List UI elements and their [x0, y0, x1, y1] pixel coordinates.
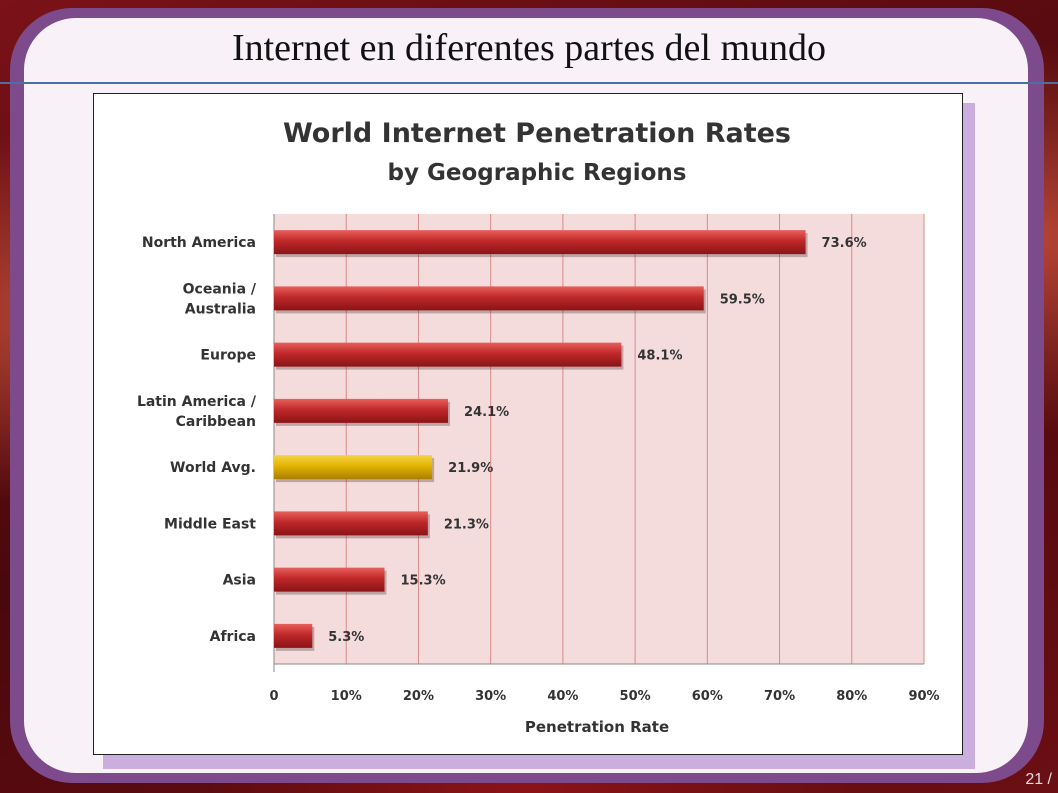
category-label: Oceania / — [183, 281, 257, 297]
slide-page-number: 21 / — [1025, 771, 1052, 788]
bar-value-label: 15.3% — [401, 574, 446, 589]
bar-value-label: 21.9% — [448, 461, 493, 476]
bar-value-label: 59.5% — [720, 292, 765, 307]
x-tick-label: 60% — [692, 689, 723, 704]
x-tick-label: 10% — [331, 689, 362, 704]
bar — [274, 398, 449, 423]
bar — [274, 623, 313, 648]
bar — [274, 567, 385, 592]
bar-value-label: 73.6% — [822, 236, 867, 251]
slide-title: Internet en diferentes partes del mundo — [231, 27, 827, 69]
category-label: Asia — [223, 573, 256, 589]
category-label: Australia — [185, 301, 256, 317]
bar — [274, 286, 704, 311]
x-tick-label: 50% — [620, 689, 651, 704]
category-label: Middle East — [164, 516, 256, 532]
category-label: Africa — [210, 629, 256, 645]
bar — [274, 511, 428, 536]
x-tick-label: 80% — [836, 689, 867, 704]
bar — [274, 230, 806, 255]
x-tick-label: 0 — [269, 689, 278, 704]
chart-container: World Internet Penetration Rates by Geog… — [93, 93, 963, 755]
bar-value-label: 48.1% — [637, 349, 682, 364]
bar-chart: World Internet Penetration Rates by Geog… — [137, 118, 940, 736]
x-tick-label: 30% — [475, 689, 506, 704]
x-tick-label: 20% — [403, 689, 434, 704]
title-rule — [0, 82, 1058, 84]
category-label: North America — [142, 235, 256, 251]
category-label: Latin America / — [137, 394, 257, 410]
category-label: World Avg. — [170, 460, 256, 476]
plot-area — [274, 214, 924, 664]
bar-world-avg — [274, 455, 433, 480]
bar-value-label: 24.1% — [464, 405, 509, 420]
bar-value-label: 21.3% — [444, 517, 489, 532]
x-tick-label: 40% — [547, 689, 578, 704]
x-tick-label: 90% — [908, 689, 939, 704]
category-label: Europe — [200, 348, 256, 364]
chart-subtitle: by Geographic Regions — [388, 160, 687, 186]
x-axis-label: Penetration Rate — [525, 718, 669, 736]
x-tick-label: 70% — [764, 689, 795, 704]
category-label: Caribbean — [176, 414, 256, 430]
bar-value-label: 5.3% — [328, 630, 364, 645]
bar — [274, 342, 622, 367]
chart-title: World Internet Penetration Rates — [283, 118, 791, 149]
